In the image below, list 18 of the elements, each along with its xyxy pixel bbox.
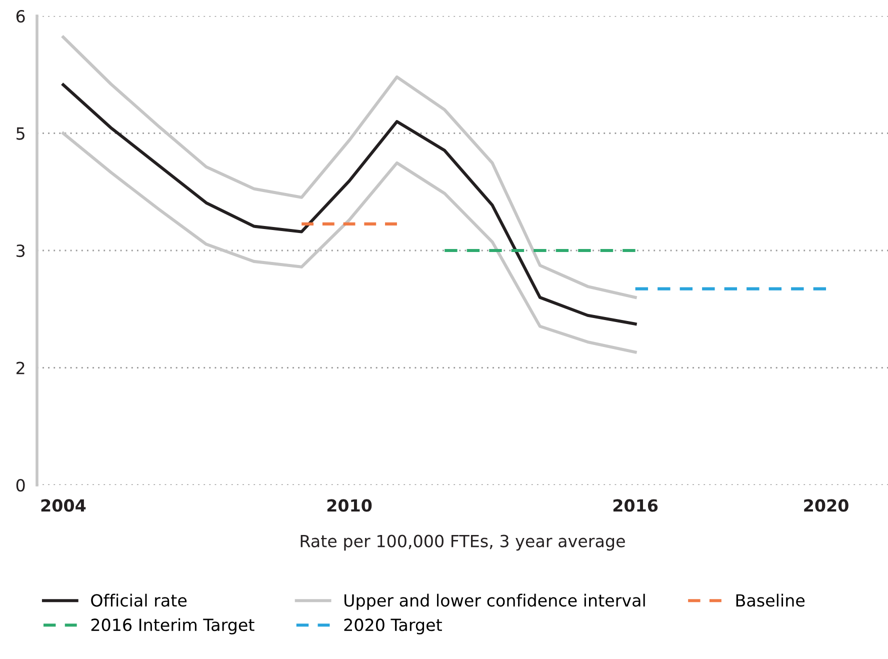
x-tick-label: 2020 (804, 499, 848, 512)
y-tick-label: 2 (16, 362, 24, 374)
legend-label: Baseline (736, 594, 805, 607)
y-tick-label: 5 (16, 127, 24, 140)
y-tick-label: 3 (16, 244, 25, 258)
legend-label: 2020 Target (344, 618, 442, 634)
y-tick-label: 0 (16, 478, 25, 492)
x-tick-label: 2004 (41, 499, 86, 512)
y-tick-label: 6 (16, 10, 25, 23)
x-tick-label: 2016 (613, 499, 658, 512)
line-series (62, 83, 637, 326)
x-tick-label: 2010 (327, 499, 372, 512)
legend-label: Upper and lower confidence interval (344, 594, 645, 610)
line-series (62, 36, 637, 299)
line-series (62, 132, 637, 354)
x-axis-title: Rate per 100,000 FTEs, 3 year average (300, 534, 625, 551)
legend-label: Official rate (91, 594, 187, 607)
legend-label: 2016 Interim Target (91, 618, 254, 634)
